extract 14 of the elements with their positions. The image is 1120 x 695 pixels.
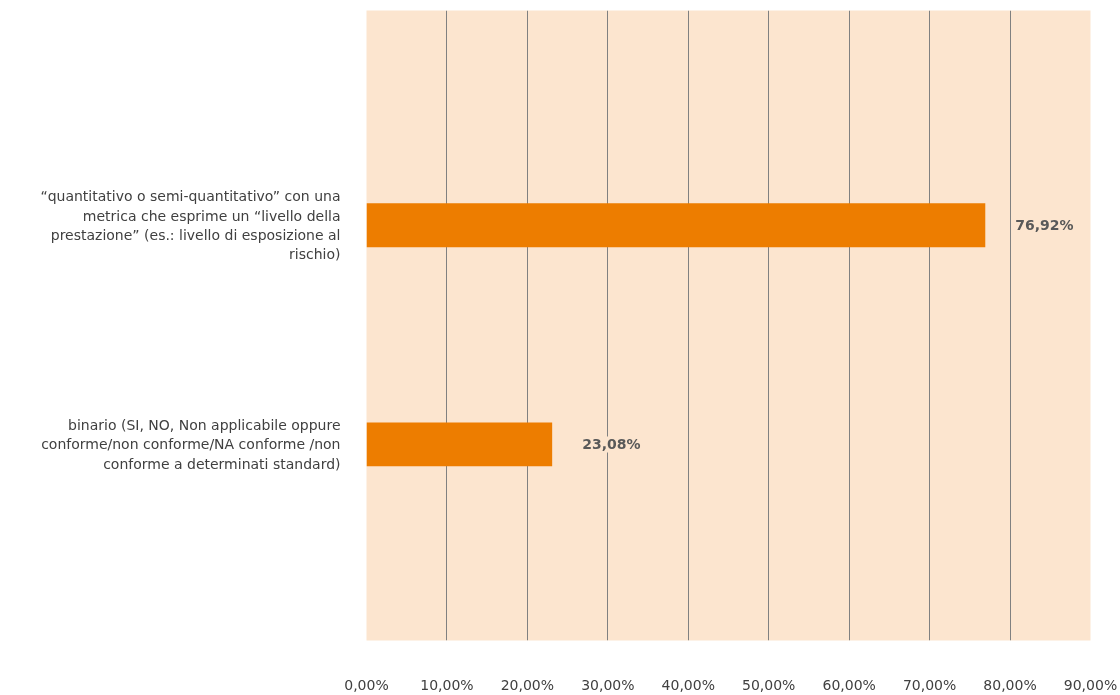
x-tick-label: 90,00% bbox=[1063, 676, 1118, 693]
x-tick-label: 0,00% bbox=[344, 676, 389, 693]
x-tick-label: 30,00% bbox=[581, 676, 635, 693]
y-tick-label: “quantitativo o semi-quantitativo” con una metrica che esprime un “livello della prestazione” (es.: livello di esposizione al rischio) bbox=[40, 188, 341, 263]
data-label: 23,08% bbox=[582, 436, 641, 453]
x-tick-label: 40,00% bbox=[661, 676, 715, 693]
x-tick-label: 20,00% bbox=[500, 676, 555, 693]
data-label: 76,92% bbox=[1015, 217, 1074, 234]
x-tick-label: 70,00% bbox=[902, 676, 957, 693]
x-tick-label: 50,00% bbox=[742, 676, 796, 693]
y-tick-label: binario (SI, NO, Non applicabile oppure conforme/non conforme/NA conforme /non conforme a determinati standard) bbox=[41, 417, 341, 472]
x-tick-label: 10,00% bbox=[420, 676, 474, 693]
x-tick-label: 80,00% bbox=[983, 676, 1037, 693]
x-tick-label: 60,00% bbox=[822, 676, 876, 693]
